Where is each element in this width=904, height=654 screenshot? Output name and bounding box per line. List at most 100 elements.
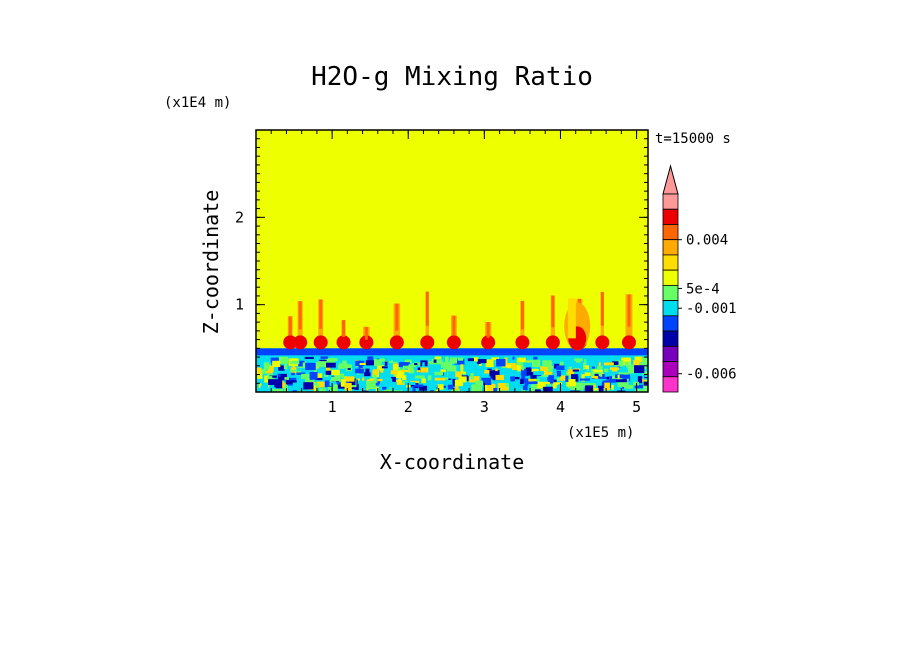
field-cell bbox=[634, 384, 646, 389]
field-cell bbox=[584, 365, 589, 370]
field-cell bbox=[493, 379, 497, 384]
field-cell bbox=[493, 388, 498, 392]
field-cell bbox=[440, 369, 447, 373]
field-cell bbox=[312, 363, 320, 367]
field-cell bbox=[521, 375, 526, 380]
field-cell bbox=[594, 373, 599, 376]
field-cell bbox=[421, 378, 426, 384]
field-cell bbox=[263, 362, 270, 370]
field-cell bbox=[429, 356, 432, 362]
y-tick-label: 2 bbox=[235, 208, 244, 226]
field-cell bbox=[497, 383, 506, 389]
field-cell bbox=[515, 382, 525, 386]
field-cell bbox=[451, 389, 459, 392]
field-cell bbox=[568, 366, 572, 369]
field-cell bbox=[329, 387, 337, 392]
colorbar-swatch bbox=[662, 345, 679, 362]
field-cell bbox=[526, 381, 538, 385]
field-cell bbox=[437, 384, 444, 390]
plume-inner bbox=[364, 326, 368, 340]
field-cell bbox=[382, 386, 387, 390]
field-cell bbox=[597, 385, 604, 392]
field-cell bbox=[634, 365, 645, 374]
field-cell bbox=[445, 356, 449, 364]
field-cell bbox=[477, 359, 487, 364]
field-cell bbox=[615, 379, 627, 383]
field-cell bbox=[375, 382, 380, 386]
field-cell bbox=[354, 368, 364, 374]
field-cell bbox=[382, 378, 393, 386]
field-cell bbox=[556, 370, 562, 377]
field-cell bbox=[434, 371, 444, 376]
plume-inner bbox=[342, 320, 346, 338]
field-cell bbox=[458, 376, 467, 383]
field-cell bbox=[292, 382, 301, 390]
field-cell bbox=[315, 383, 320, 387]
field-cell bbox=[585, 385, 594, 392]
field-cell bbox=[290, 360, 300, 365]
colorbar-swatch bbox=[662, 239, 679, 256]
plume-core bbox=[545, 335, 560, 350]
field-cell bbox=[593, 389, 598, 392]
field-cell bbox=[289, 369, 297, 372]
field-cell bbox=[593, 385, 596, 388]
field-cell bbox=[272, 388, 284, 392]
x-tick-label: 1 bbox=[328, 398, 337, 416]
field-cell bbox=[485, 359, 494, 368]
field-cell bbox=[573, 368, 581, 371]
field-cell bbox=[427, 375, 432, 381]
field-cell bbox=[531, 384, 535, 392]
field-cell bbox=[479, 362, 482, 367]
field-cell bbox=[469, 376, 480, 383]
field-cell bbox=[553, 379, 557, 383]
plume-core bbox=[515, 335, 530, 350]
field-cell bbox=[257, 373, 263, 379]
field-cell bbox=[523, 362, 532, 368]
field-cell bbox=[637, 376, 643, 384]
field-cell bbox=[444, 385, 449, 388]
plume-inner bbox=[551, 295, 555, 328]
field-cell bbox=[622, 374, 631, 382]
field-cell bbox=[491, 357, 499, 361]
plume-core bbox=[359, 335, 374, 350]
field-cell bbox=[258, 369, 267, 374]
field-cell bbox=[457, 357, 464, 361]
colorbar-swatch bbox=[662, 315, 679, 332]
field-cell bbox=[268, 379, 279, 385]
field-cell bbox=[265, 370, 273, 374]
field-cell bbox=[612, 361, 619, 366]
field-cell bbox=[609, 367, 620, 370]
field-cell bbox=[447, 370, 454, 379]
plume-core bbox=[420, 335, 435, 350]
field-cell bbox=[292, 390, 297, 392]
field-cell bbox=[606, 376, 610, 380]
field-cell bbox=[621, 357, 631, 366]
field-cell bbox=[522, 385, 528, 391]
field-cell bbox=[275, 380, 283, 389]
field-cell bbox=[304, 377, 315, 383]
field-cell bbox=[635, 389, 646, 392]
field-cell bbox=[540, 366, 552, 371]
field-cell bbox=[298, 360, 305, 367]
field-cell bbox=[377, 378, 384, 382]
field-cell bbox=[305, 362, 316, 371]
plume-core bbox=[336, 335, 351, 350]
field-cell bbox=[626, 378, 629, 381]
field-cell bbox=[566, 378, 577, 387]
field-cell bbox=[557, 382, 563, 385]
field-cell bbox=[455, 371, 462, 378]
time-label: t=15000 s bbox=[655, 131, 731, 147]
plume-inner bbox=[298, 301, 302, 330]
y-axis-unit: (x1E4 m) bbox=[164, 95, 231, 111]
field-cell bbox=[452, 378, 456, 387]
field-cell bbox=[375, 383, 386, 392]
field-cell bbox=[331, 376, 341, 382]
field-cell bbox=[581, 374, 585, 382]
plume-core bbox=[313, 335, 328, 350]
x-axis-unit: (x1E5 m) bbox=[567, 425, 634, 441]
plume-core bbox=[283, 335, 298, 350]
field-cell bbox=[346, 356, 355, 360]
colorbar-swatch bbox=[662, 330, 679, 347]
field-cell bbox=[454, 359, 465, 365]
field-cell bbox=[414, 384, 424, 387]
